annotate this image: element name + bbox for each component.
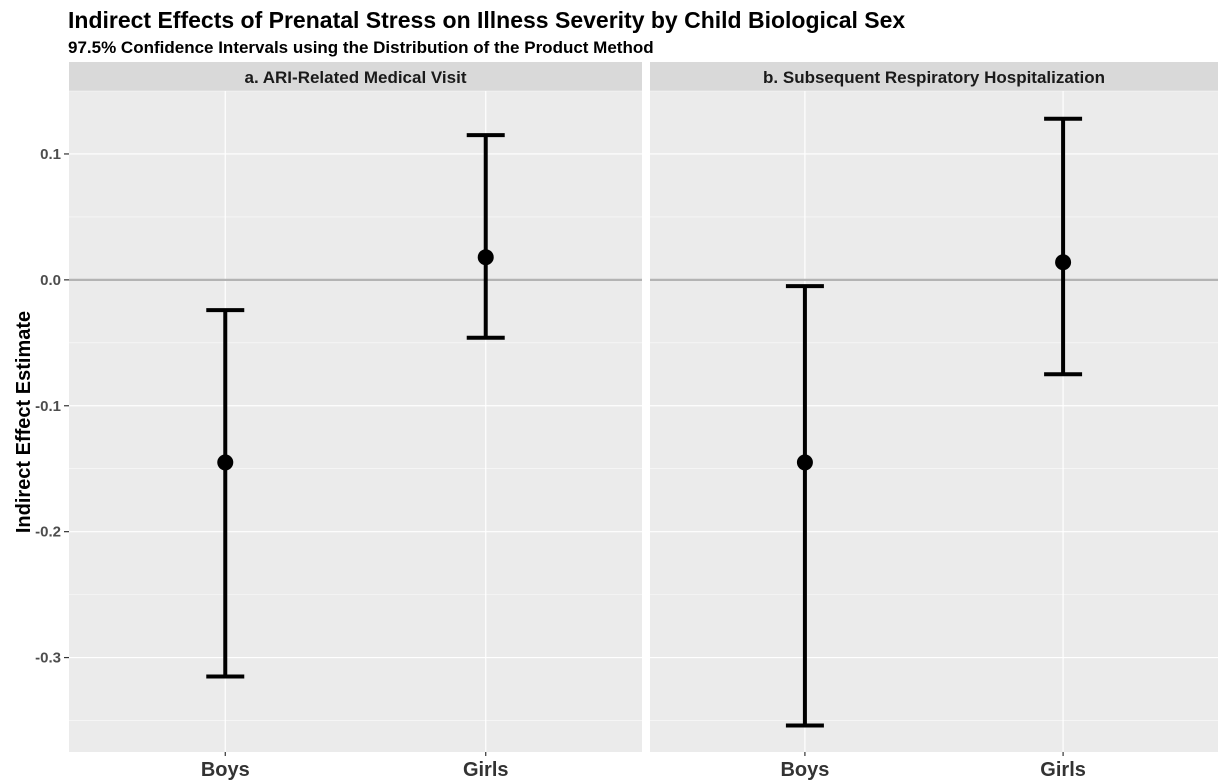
y-axis-title: Indirect Effect Estimate (13, 311, 35, 533)
panel-b: b. Subsequent Respiratory Hospitalizatio… (650, 62, 1218, 780)
panel-background (69, 91, 642, 752)
y-tick-label: -0.1 (35, 398, 61, 415)
point-estimate-boys (217, 454, 234, 471)
y-tick-label: 0.1 (40, 146, 61, 163)
x-tick-label-girls: Girls (1040, 759, 1086, 780)
panel-background (650, 91, 1218, 752)
facet-strip-label: b. Subsequent Respiratory Hospitalizatio… (763, 68, 1105, 87)
point-estimate-girls (477, 249, 494, 266)
y-tick-label: 0.0 (40, 272, 61, 289)
chart-title: Indirect Effects of Prenatal Stress on I… (68, 7, 905, 33)
point-estimate-girls (1055, 254, 1072, 271)
x-tick-label-boys: Boys (201, 759, 250, 780)
x-tick-label-girls: Girls (463, 759, 509, 780)
point-estimate-boys (796, 454, 813, 471)
facet-strip (69, 62, 642, 91)
facet-strip (650, 62, 1218, 91)
panels-layer: a. ARI-Related Medical Visit Boys Girls b. … (35, 62, 1218, 780)
x-tick-label-boys: Boys (780, 759, 829, 780)
chart-subtitle: 97.5% Confidence Intervals using the Dis… (68, 38, 654, 57)
y-tick-label: -0.2 (35, 524, 61, 541)
panel-a: a. ARI-Related Medical Visit Boys Girls (69, 62, 642, 780)
y-tick-label: -0.3 (35, 650, 61, 667)
facet-strip-label: a. ARI-Related Medical Visit (244, 68, 466, 87)
